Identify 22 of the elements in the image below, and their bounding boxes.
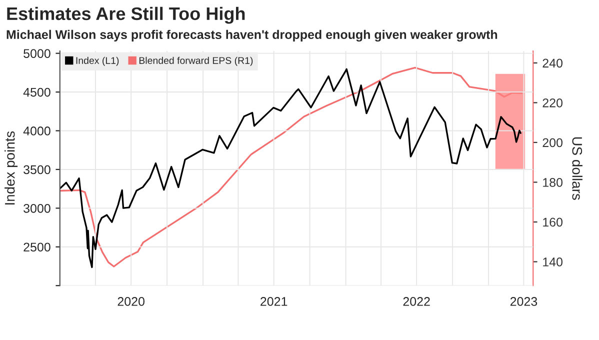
legend-label: Index (L1) xyxy=(76,56,119,66)
legend-label: Blended forward EPS (R1) xyxy=(139,56,253,66)
x-tick-label: 2022 xyxy=(403,297,430,306)
y2-tick-label: 220 xyxy=(542,98,563,108)
y2-tick-label: 200 xyxy=(542,138,563,148)
y-axis-title: Index points xyxy=(4,131,18,204)
chart-subtitle: Michael Wilson says profit forecasts haven't dropped enough given weaker growth xyxy=(6,30,498,42)
y-tick-label: 4500 xyxy=(23,88,50,97)
x-tick-label: 2021 xyxy=(260,297,288,306)
y-tick-label: 3000 xyxy=(24,204,50,213)
y2-tick-label: 140 xyxy=(543,258,563,266)
chart-title: Estimates Are Still Too High xyxy=(7,6,245,24)
y-tick-label: 4000 xyxy=(23,126,50,136)
y-tick-label: 2500 xyxy=(24,242,50,252)
x-tick-label: 2023 xyxy=(510,297,538,306)
y-tick-label: 5000 xyxy=(24,49,50,58)
y2-tick-label: 240 xyxy=(542,58,563,68)
y2-axis-title: US dollars xyxy=(572,137,582,200)
y2-tick-label: 180 xyxy=(543,178,563,187)
y2-tick-label: 160 xyxy=(543,218,563,227)
y-tick-label: 3500 xyxy=(24,165,50,174)
x-tick-label: 2020 xyxy=(118,297,144,306)
